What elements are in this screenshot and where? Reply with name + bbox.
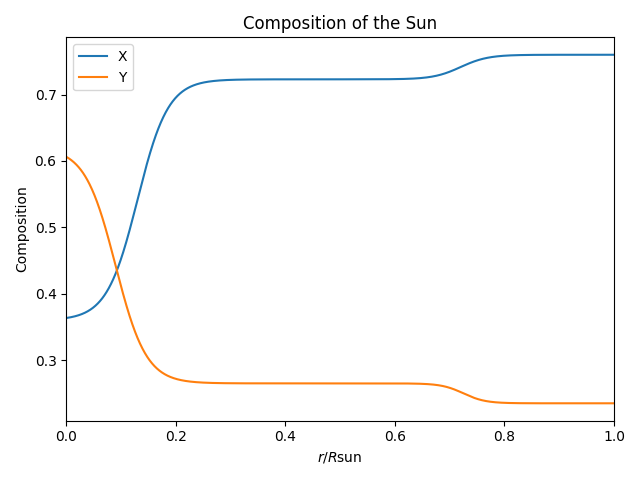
Line: Y: Y: [67, 157, 614, 403]
X: [595, 52, 602, 58]
Y: [595, 400, 602, 406]
Title: Composition of the Sun: Composition of the Sun: [243, 15, 437, 33]
Y: [90, 192, 98, 197]
X: [493, 53, 501, 59]
Y: [329, 381, 337, 386]
X: [594, 52, 602, 58]
Legend: X, Y: X, Y: [73, 44, 132, 90]
Line: X: X: [67, 55, 614, 318]
X: [314, 76, 322, 82]
X-axis label: $r/R$sun: $r/R$sun: [317, 450, 363, 465]
Y: [493, 399, 501, 405]
Y: [63, 154, 70, 160]
X: [610, 52, 618, 58]
Y: [314, 381, 322, 386]
Y: [594, 400, 602, 406]
Y: [610, 400, 618, 406]
X: [90, 304, 98, 310]
X: [329, 76, 337, 82]
Y-axis label: Composition: Composition: [15, 186, 29, 273]
X: [63, 315, 70, 321]
